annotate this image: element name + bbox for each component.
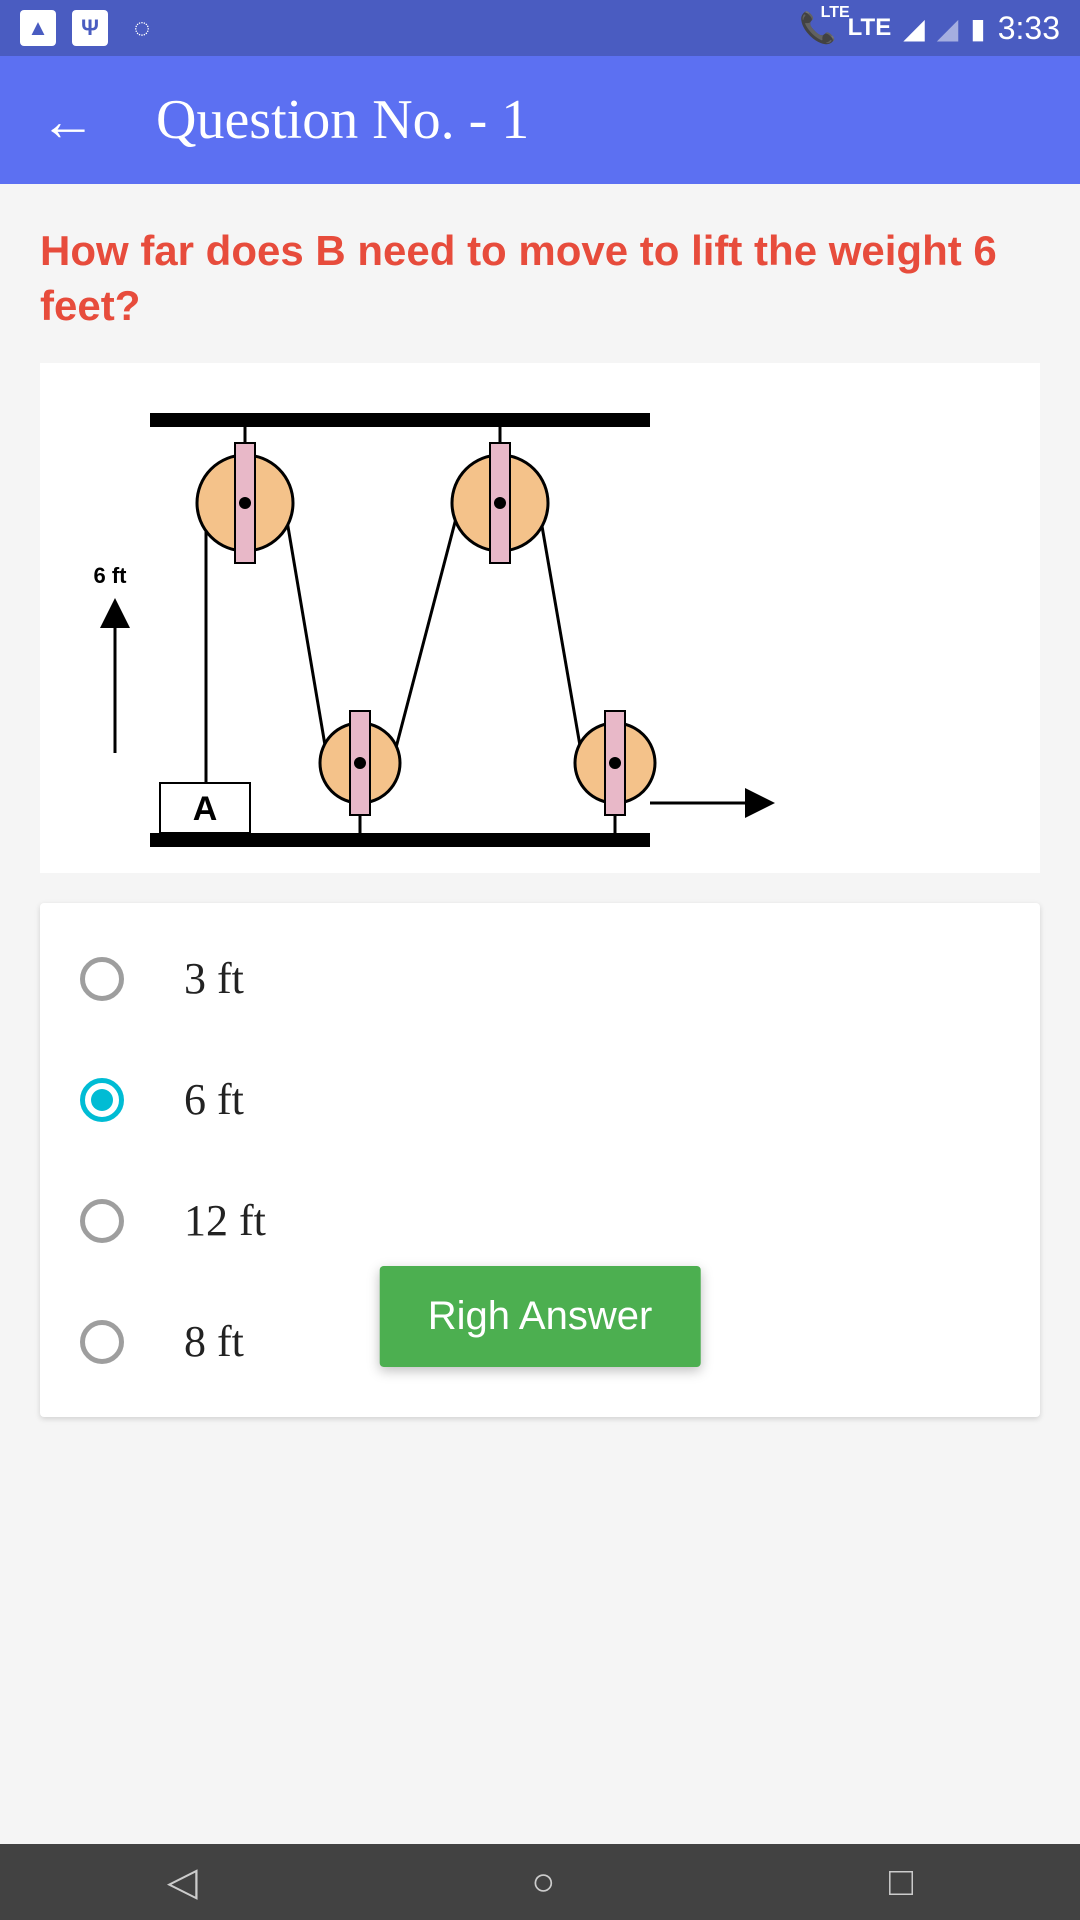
option-label: 3 ft <box>184 953 244 1004</box>
option-label: 8 ft <box>184 1316 244 1367</box>
options-panel: 3 ft 6 ft 12 ft 8 ft Righ Answer <box>40 903 1040 1417</box>
option-row[interactable]: 12 ft <box>80 1195 1000 1246</box>
nav-home-icon[interactable]: ○ <box>531 1860 555 1905</box>
usb-icon: Ψ <box>72 10 108 46</box>
option-row[interactable]: 3 ft <box>80 953 1000 1004</box>
android-nav-bar: ◁ ○ □ <box>0 1844 1080 1920</box>
page-title: Question No. - 1 <box>156 88 529 152</box>
phone-icon: 📞 LTE <box>800 10 836 46</box>
sync-icon: ◌ <box>124 10 160 46</box>
pulley-diagram: A6 ftB <box>40 363 1040 873</box>
question-text: How far does B need to move to lift the … <box>40 224 1040 333</box>
option-label: 12 ft <box>184 1195 266 1246</box>
svg-text:A: A <box>193 790 218 828</box>
radio-icon[interactable] <box>80 1078 124 1122</box>
picture-icon: ▲ <box>20 10 56 46</box>
option-label: 6 ft <box>184 1074 244 1125</box>
clock-text: 3:33 <box>998 10 1060 47</box>
status-bar: ▲ Ψ ◌ 📞 LTE LTE ◢ ◢ ▮ 3:33 <box>0 0 1080 56</box>
radio-icon[interactable] <box>80 1199 124 1243</box>
lte-label: LTE <box>848 14 892 42</box>
svg-text:6 ft: 6 ft <box>94 563 128 588</box>
signal-icon-2: ◢ <box>937 12 959 45</box>
nav-back-icon[interactable]: ◁ <box>167 1859 198 1905</box>
signal-icon-1: ◢ <box>903 12 925 45</box>
answer-toast: Righ Answer <box>380 1266 701 1367</box>
app-bar: ← Question No. - 1 <box>0 56 1080 184</box>
back-icon[interactable]: ← <box>40 88 96 153</box>
battery-icon: ▮ <box>970 12 985 45</box>
radio-icon[interactable] <box>80 957 124 1001</box>
nav-recent-icon[interactable]: □ <box>889 1860 913 1905</box>
content-area: How far does B need to move to lift the … <box>0 184 1080 1844</box>
radio-icon[interactable] <box>80 1320 124 1364</box>
option-row[interactable]: 6 ft <box>80 1074 1000 1125</box>
